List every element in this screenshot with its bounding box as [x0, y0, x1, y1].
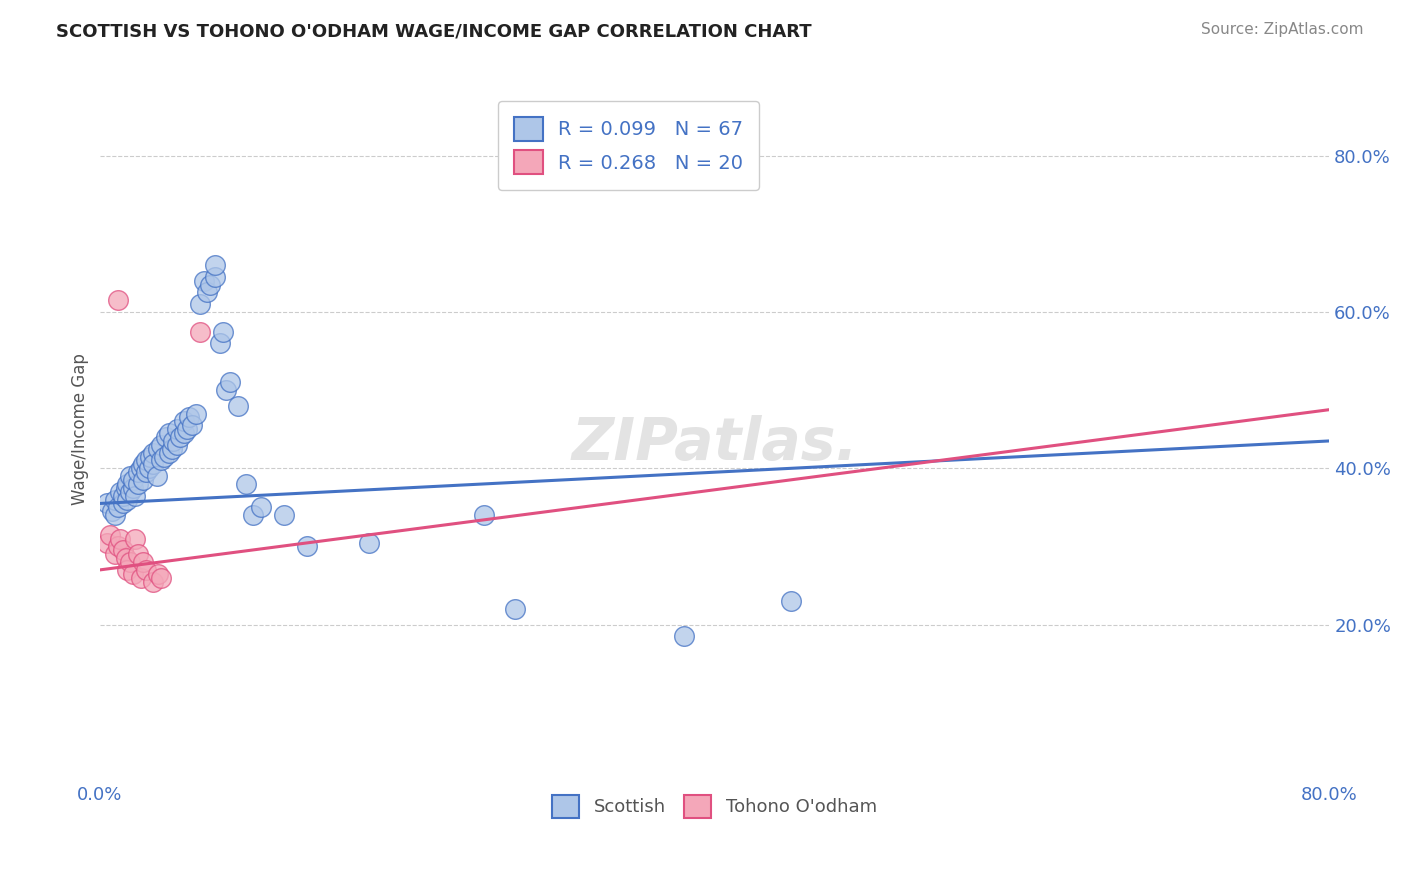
Point	[111, 489, 134, 503]
Point	[200, 277, 222, 292]
Point	[120, 555, 142, 569]
Point	[117, 563, 139, 577]
Point	[195, 285, 218, 300]
Point	[146, 566, 169, 581]
Point	[131, 458, 153, 472]
Point	[114, 481, 136, 495]
Point	[204, 269, 226, 284]
Point	[131, 555, 153, 569]
Y-axis label: Wage/Income Gap: Wage/Income Gap	[72, 353, 89, 505]
Point	[122, 566, 145, 581]
Point	[273, 508, 295, 523]
Point	[157, 445, 180, 459]
Point	[211, 325, 233, 339]
Point	[188, 325, 211, 339]
Point	[107, 293, 129, 308]
Point	[96, 496, 118, 510]
Point	[124, 532, 146, 546]
Text: Source: ZipAtlas.com: Source: ZipAtlas.com	[1201, 22, 1364, 37]
Point	[780, 594, 803, 608]
Point	[138, 461, 160, 475]
Point	[135, 563, 157, 577]
Point	[142, 458, 165, 472]
Point	[142, 574, 165, 589]
Text: SCOTTISH VS TOHONO O'ODHAM WAGE/INCOME GAP CORRELATION CHART: SCOTTISH VS TOHONO O'ODHAM WAGE/INCOME G…	[56, 22, 811, 40]
Point	[146, 442, 169, 456]
Point	[104, 492, 127, 507]
Point	[135, 453, 157, 467]
Point	[108, 532, 131, 546]
Point	[186, 407, 208, 421]
Point	[219, 376, 242, 390]
Legend: Scottish, Tohono O'odham: Scottish, Tohono O'odham	[546, 789, 884, 825]
Point	[139, 450, 162, 464]
Point	[672, 629, 695, 643]
Point	[173, 414, 195, 428]
Point	[166, 422, 188, 436]
Point	[162, 434, 184, 448]
Point	[208, 336, 231, 351]
Point	[127, 547, 149, 561]
Point	[104, 508, 127, 523]
Point	[120, 469, 142, 483]
Point	[155, 430, 177, 444]
Point	[169, 430, 191, 444]
Point	[503, 602, 526, 616]
Point	[108, 484, 131, 499]
Text: ZIPatlas.: ZIPatlas.	[571, 415, 858, 472]
Point	[127, 465, 149, 479]
Point	[357, 535, 380, 549]
Point	[295, 540, 318, 554]
Point	[242, 508, 264, 523]
Point	[104, 547, 127, 561]
Point	[160, 442, 183, 456]
Point	[100, 527, 122, 541]
Point	[250, 500, 273, 515]
Point	[129, 571, 152, 585]
Point	[193, 274, 215, 288]
Point	[235, 477, 257, 491]
Point	[111, 543, 134, 558]
Point	[96, 535, 118, 549]
Point	[117, 492, 139, 507]
Point	[145, 469, 167, 483]
Point	[107, 540, 129, 554]
Point	[120, 484, 142, 499]
Point	[124, 489, 146, 503]
Point	[114, 551, 136, 566]
Point	[180, 418, 202, 433]
Point	[188, 297, 211, 311]
Point	[150, 438, 173, 452]
Point	[166, 438, 188, 452]
Point	[142, 445, 165, 459]
Point	[226, 399, 249, 413]
Point	[472, 508, 495, 523]
Point	[176, 422, 198, 436]
Point	[177, 410, 200, 425]
Point	[173, 426, 195, 441]
Point	[107, 500, 129, 515]
Point	[150, 571, 173, 585]
Point	[153, 450, 176, 464]
Point	[127, 477, 149, 491]
Point	[101, 504, 124, 518]
Point	[157, 426, 180, 441]
Point	[204, 258, 226, 272]
Point	[122, 481, 145, 495]
Point	[131, 473, 153, 487]
Point	[150, 453, 173, 467]
Point	[215, 383, 238, 397]
Point	[135, 465, 157, 479]
Point	[122, 473, 145, 487]
Point	[129, 461, 152, 475]
Point	[117, 477, 139, 491]
Point	[111, 496, 134, 510]
